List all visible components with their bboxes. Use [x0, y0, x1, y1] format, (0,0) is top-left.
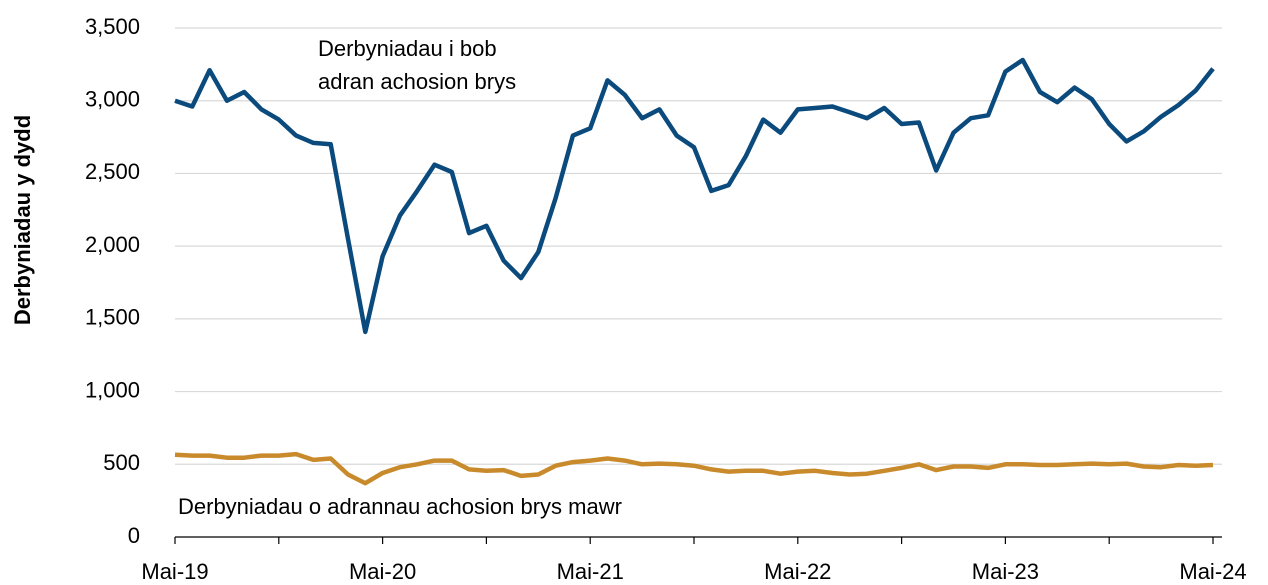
x-tick-label: Mai-20 — [349, 559, 416, 584]
y-tick-label: 500 — [103, 450, 140, 475]
y-tick-label: 0 — [128, 523, 140, 548]
y-tick-label: 3,000 — [85, 87, 140, 112]
series-label: Derbyniadau o adrannau achosion brys maw… — [178, 494, 622, 519]
series-line — [174, 57, 1215, 335]
x-tick-label: Mai-24 — [1179, 559, 1246, 584]
y-tick-label: 1,500 — [85, 305, 140, 330]
y-tick-label: 2,500 — [85, 159, 140, 184]
series-label: Derbyniadau i bob — [318, 36, 497, 61]
x-tick-label: Mai-22 — [764, 559, 831, 584]
y-tick-label: 2,000 — [85, 232, 140, 257]
x-tick-label: Mai-23 — [972, 559, 1039, 584]
y-axis-label: Derbyniadau y dydd — [10, 115, 35, 325]
y-tick-label: 1,000 — [85, 377, 140, 402]
series-label: adran achosion brys — [318, 69, 516, 94]
x-tick-label: Mai-19 — [141, 559, 208, 584]
x-tick-label: Mai-21 — [557, 559, 624, 584]
series-line — [174, 451, 1214, 486]
y-tick-label: 3,500 — [85, 14, 140, 39]
